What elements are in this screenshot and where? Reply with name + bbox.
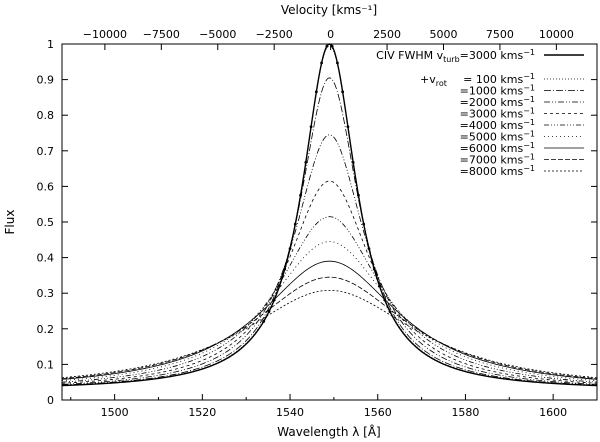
y-tick-label: 0.5 <box>37 216 55 229</box>
legend-entry-label: = 100 kms−1 <box>463 72 535 86</box>
data-point <box>330 44 334 48</box>
data-point <box>314 90 318 94</box>
y-axis-label: Flux <box>3 210 17 235</box>
y-tick-label: 0.6 <box>37 180 55 193</box>
y-tick-label: 0.3 <box>37 287 55 300</box>
x2-tick-label: −5000 <box>199 28 236 41</box>
data-point <box>383 298 387 302</box>
x-axis: 1500 1520 1540 1560 1580 1600 <box>70 394 598 419</box>
legend-entry-label: =5000 kms−1 <box>460 130 535 144</box>
series-line-7 <box>61 260 598 380</box>
y-tick-label: 0.8 <box>37 109 55 122</box>
legend-entry-label: =6000 kms−1 <box>460 141 535 155</box>
data-point <box>378 284 381 288</box>
legend: CIV FWHM vturb=3000 kms−1 +vrot = 100 kms−… <box>376 48 584 178</box>
data-point <box>309 125 313 129</box>
legend-header: CIV FWHM vturb=3000 kms−1 <box>376 48 535 64</box>
y-tick-label: 0.4 <box>37 252 55 265</box>
x2-axis-label: Velocity [kms⁻¹] <box>281 3 377 17</box>
y-tick-label: 0.9 <box>37 74 55 87</box>
y-tick-label: 0.1 <box>37 358 55 371</box>
series-line-2 <box>61 77 598 386</box>
data-point <box>262 319 266 323</box>
data-point <box>325 44 329 48</box>
x2-axis: −10000 −7500 −5000 −2500 0 2500 5000 7500 10000 <box>83 28 574 50</box>
data-point <box>267 310 271 314</box>
data-point <box>272 298 276 302</box>
data-point <box>335 61 339 65</box>
data-point <box>283 267 287 271</box>
series-line-9 <box>61 289 598 379</box>
data-point <box>362 222 366 226</box>
x-tick-label: 1600 <box>539 406 567 419</box>
data-point <box>346 125 350 129</box>
y-axis: 0 0.1 0.2 0.3 0.4 0.5 0.6 0.7 0.8 0.9 1 <box>37 38 597 407</box>
legend-entry-label: =4000 kms−1 <box>460 118 535 132</box>
y-tick-label: 0.7 <box>37 145 55 158</box>
data-point <box>367 247 371 251</box>
legend-rot-prefix: +vrot <box>420 73 447 88</box>
data-point <box>288 247 292 251</box>
legend-entry-label: =2000 kms−1 <box>460 95 535 109</box>
series-line-3 <box>61 134 598 385</box>
markers <box>262 44 392 323</box>
data-point <box>357 193 360 197</box>
y-tick-label: 0.2 <box>37 323 55 336</box>
y-tick-label: 0 <box>47 394 54 407</box>
data-point <box>299 193 302 197</box>
x2-tick-label: 2500 <box>373 28 401 41</box>
x-tick-label: 1560 <box>364 406 392 419</box>
x2-tick-label: −10000 <box>83 28 127 41</box>
x2-tick-label: −2500 <box>256 28 293 41</box>
data-point <box>372 267 376 271</box>
data-point <box>278 284 281 288</box>
x-tick-label: 1500 <box>101 406 129 419</box>
data-point <box>293 222 297 226</box>
legend-entry-label: =3000 kms−1 <box>460 107 535 121</box>
legend-entry-label: =7000 kms−1 <box>460 153 535 167</box>
series-line-4 <box>61 180 598 384</box>
x-tick-label: 1520 <box>188 406 216 419</box>
x-tick-label: 1540 <box>276 406 304 419</box>
x2-tick-label: 10000 <box>539 28 574 41</box>
x-axis-label: Wavelength λ [Å] <box>277 424 381 439</box>
data-point <box>351 160 355 164</box>
legend-entry-label: =1000 kms−1 <box>460 84 535 98</box>
x-tick-label: 1580 <box>451 406 479 419</box>
series-line-5 <box>61 216 598 383</box>
legend-entry-label: =8000 kms−1 <box>460 164 535 178</box>
curves <box>61 43 598 387</box>
data-point <box>341 90 345 94</box>
data-point <box>388 310 392 314</box>
x2-tick-label: 0 <box>327 28 334 41</box>
y-tick-label: 1 <box>47 38 54 51</box>
series-line-8 <box>61 276 598 380</box>
x2-tick-label: 7500 <box>486 28 514 41</box>
series-line-0 <box>61 43 598 387</box>
data-point <box>304 160 308 164</box>
series-line-6 <box>61 241 598 382</box>
x2-tick-label: −7500 <box>143 28 180 41</box>
data-point <box>320 61 324 65</box>
plot-area <box>61 43 598 401</box>
x2-tick-label: 5000 <box>429 28 457 41</box>
